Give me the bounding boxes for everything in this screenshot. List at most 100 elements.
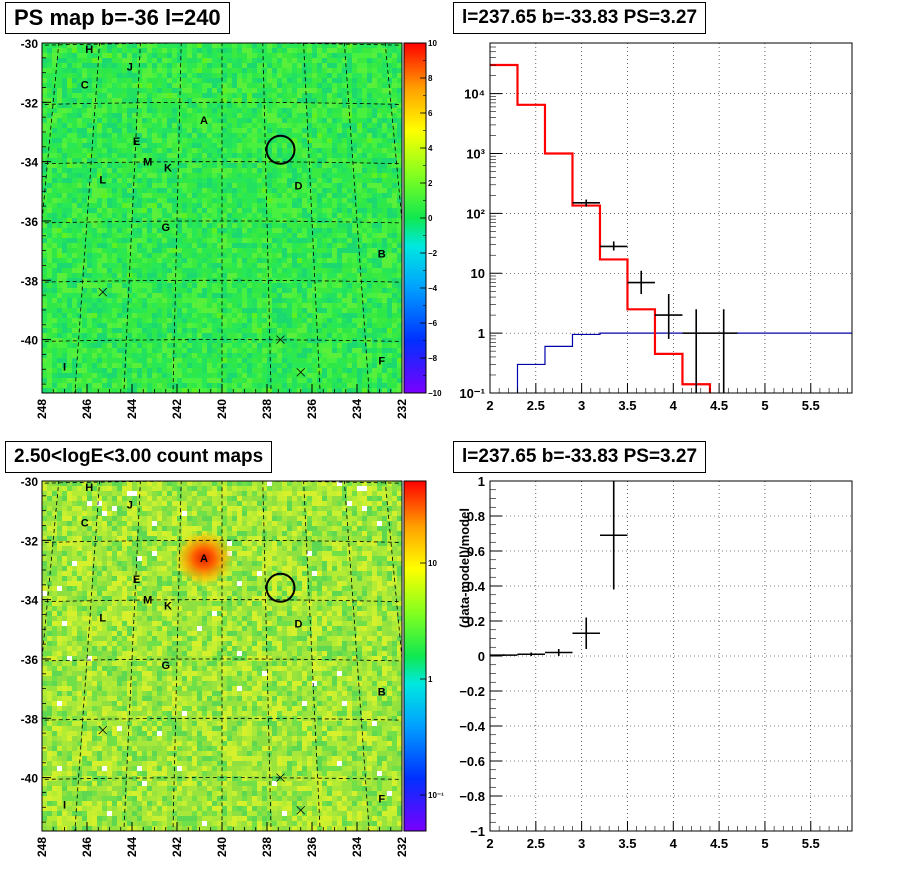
br-x-tick-label: 4 bbox=[670, 836, 678, 851]
bl-target-circle bbox=[265, 572, 296, 603]
bl-source-label: M bbox=[143, 595, 152, 607]
bl-x-tick-label: 232 bbox=[395, 837, 409, 857]
tl-y-tick-label: -34 bbox=[21, 156, 39, 170]
tl-colorbar-tick-label: −8 bbox=[428, 354, 438, 363]
bl-x-tick-label: 244 bbox=[125, 837, 139, 857]
tr-spectrum-panel: 2 2.5 3 3.5 4 4.5 5 5.5 10⁴ 10³ 10² 10 1 10⁻¹ bbox=[459, 42, 853, 413]
bl-title: 2.50<logE<3.00 count maps bbox=[5, 441, 273, 473]
br-residual-panel: 2 2.5 3 3.5 4 4.5 5 5.5 1 0.8 0.6 0.4 0.2 0 −0.2 −0.4 −0… bbox=[457, 474, 853, 851]
bl-x-tick-label: 240 bbox=[215, 837, 229, 857]
tl-grid-lat bbox=[42, 43, 402, 46]
bl-grid-lon bbox=[123, 481, 141, 831]
tl-source-label: D bbox=[295, 180, 303, 192]
bl-source-label: K bbox=[164, 601, 172, 613]
br-x-tick-label: 2 bbox=[486, 836, 493, 851]
tl-source-label: E bbox=[133, 136, 140, 148]
br-y-tick-label: −0.6 bbox=[459, 754, 485, 769]
tr-data-point bbox=[572, 199, 600, 207]
tr-y-tick-label: 1 bbox=[478, 326, 485, 341]
tr-data-point bbox=[682, 309, 710, 393]
bl-cross-marker bbox=[296, 805, 306, 815]
tr-y-tick-label: 10 bbox=[471, 266, 485, 281]
bl-grid-lon bbox=[42, 481, 60, 664]
tr-frame bbox=[489, 42, 853, 394]
tl-colorbar-tick-label: 2 bbox=[428, 179, 433, 188]
tr-data-point bbox=[654, 294, 683, 339]
tr-data-point bbox=[627, 270, 655, 295]
bl-cross-marker bbox=[276, 773, 285, 782]
bl-grid-lat bbox=[42, 539, 402, 543]
bl-heatmap-pixels bbox=[42, 481, 402, 831]
br-x-tick-label: 5 bbox=[761, 836, 768, 851]
br-residual-point bbox=[517, 652, 545, 656]
tl-colorbar-tick-label: 8 bbox=[428, 74, 433, 83]
bl-source-label: D bbox=[295, 618, 303, 630]
br-y-tick-label: 0.8 bbox=[467, 509, 485, 524]
br-x-tick-label: 3.5 bbox=[618, 836, 636, 851]
tl-target-circle bbox=[265, 134, 296, 165]
bl-grid-lon bbox=[384, 481, 402, 664]
bl-source-label: G bbox=[161, 660, 170, 672]
bl-grid-lon bbox=[343, 481, 370, 831]
tl-y-tick-label: -38 bbox=[21, 274, 39, 288]
tl-x-tick-label: 246 bbox=[80, 399, 94, 419]
bl-colorbar-axis: 10 1 10⁻¹ bbox=[420, 559, 444, 800]
tl-source-label: I bbox=[63, 361, 66, 373]
tl-grid-lat bbox=[42, 101, 402, 105]
br-y-tick-label: 0.6 bbox=[467, 544, 485, 559]
bl-y-tick-label: -38 bbox=[21, 712, 39, 726]
bl-x-tick-label: 236 bbox=[305, 837, 319, 857]
bl-grid-lat bbox=[42, 481, 402, 484]
tr-axes: 2 2.5 3 3.5 4 4.5 5 5.5 10⁴ 10³ 10² 10 1 10⁻¹ bbox=[459, 42, 848, 413]
tl-grid-lon bbox=[42, 43, 60, 226]
tl-x-tick-label: 244 bbox=[125, 399, 139, 419]
tl-colorbar-tick-label: 0 bbox=[428, 214, 433, 223]
tl-grid-lon bbox=[172, 43, 182, 393]
br-y-tick-label: 0 bbox=[478, 649, 485, 664]
tr-background-model-line bbox=[516, 332, 852, 393]
br-x-tick-label: 3 bbox=[578, 836, 585, 851]
tl-grid-lon bbox=[303, 43, 321, 393]
tl-title: PS map b=-36 l=240 bbox=[5, 2, 230, 34]
bl-x-tick-label: 234 bbox=[350, 837, 364, 857]
tl-colorbar-axis: 10 8 6 4 2 0 −2 −4 −6 −8 −10 bbox=[420, 39, 442, 398]
tl-grid-lon bbox=[123, 43, 141, 393]
tr-y-tick-label: 10³ bbox=[466, 146, 485, 161]
br-title: l=237.65 b=-33.83 PS=3.27 bbox=[453, 441, 707, 473]
tl-x-tick-label: 238 bbox=[260, 399, 274, 419]
tl-source-label: G bbox=[161, 222, 170, 234]
br-residual-point bbox=[599, 481, 628, 590]
bl-colorbar bbox=[403, 480, 427, 832]
tl-heatmap-pixels bbox=[42, 43, 402, 393]
tl-source-label: C bbox=[81, 80, 89, 92]
bl-source-label: C bbox=[81, 518, 89, 530]
bl-source-label: I bbox=[63, 799, 66, 811]
tl-grid-lon bbox=[343, 43, 370, 393]
tl-y-tick-label: -32 bbox=[21, 96, 39, 110]
tl-colorbar-tick-label: 6 bbox=[428, 109, 433, 118]
tl-colorbar-tick-label: 10 bbox=[428, 39, 437, 48]
br-residual-point bbox=[490, 654, 518, 656]
bl-colorbar-tick-label: 10⁻¹ bbox=[428, 791, 444, 800]
bl-hotspot-a bbox=[174, 530, 234, 587]
tl-colorbar-tick-label: 4 bbox=[428, 144, 433, 153]
tl-colorbar-tick-label: −6 bbox=[428, 319, 438, 328]
bl-y-tick-label: -36 bbox=[21, 653, 39, 667]
tl-source-label: H bbox=[85, 44, 93, 56]
br-y-tick-label: 0.4 bbox=[467, 579, 486, 594]
tl-y-tick-label: -40 bbox=[21, 334, 39, 348]
tl-source-label: L bbox=[99, 174, 106, 186]
tr-x-tick-label: 4 bbox=[670, 398, 678, 413]
tl-colorbar-tick-label: −4 bbox=[428, 284, 438, 293]
bl-y-tick-label: -40 bbox=[21, 772, 39, 786]
tl-x-tick-label: 236 bbox=[305, 399, 319, 419]
br-y-tick-label: −0.2 bbox=[459, 684, 485, 699]
tl-x-axis: 248 246 244 242 240 238 236 234 232 bbox=[35, 384, 409, 419]
tr-x-tick-label: 3.5 bbox=[618, 398, 636, 413]
tl-source-label: J bbox=[127, 62, 133, 74]
bl-source-label: L bbox=[99, 612, 106, 624]
bl-y-tick-label: -32 bbox=[21, 534, 39, 548]
tr-title: l=237.65 b=-33.83 PS=3.27 bbox=[453, 2, 707, 34]
